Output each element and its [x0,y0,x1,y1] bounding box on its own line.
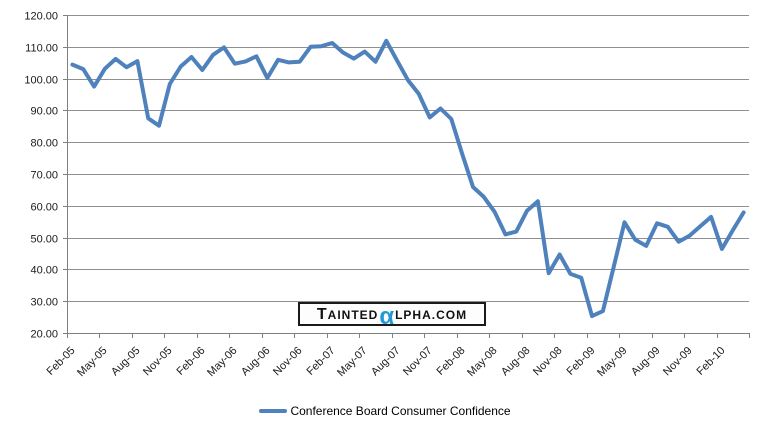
y-axis-label: 30.00 [30,297,58,309]
x-axis-label: Feb-07 [304,345,337,378]
watermark-text: AINTED [327,307,379,322]
x-axis-label: Aug-06 [239,345,273,379]
x-axis-label: Feb-10 [694,345,727,378]
y-axis-label: 110.00 [25,43,58,55]
legend: Conference Board Consumer Confidence [0,404,770,418]
alpha-glyph: α [379,302,395,330]
legend-label: Conference Board Consumer Confidence [290,404,511,418]
x-axis-label: Nov-06 [271,345,305,379]
x-axis-label: Aug-05 [109,345,143,379]
x-axis-label: May-07 [335,345,369,379]
watermark-text: .COM [431,307,468,322]
watermark-text: T [316,305,328,323]
y-axis-label: 50.00 [30,234,58,246]
x-axis-label: May-06 [205,345,239,379]
x-axis-label: Feb-05 [44,345,77,378]
y-axis-label: 40.00 [30,265,58,277]
x-axis-label: Nov-07 [401,345,435,379]
x-axis-label: May-09 [595,345,629,379]
x-axis-label: Nov-08 [531,345,565,379]
y-axis-label: 90.00 [30,106,58,118]
watermark-text: LPHA [395,307,432,322]
y-axis-label: 120.00 [24,11,58,23]
y-axis-label: 80.00 [30,138,58,150]
series-line [70,38,746,319]
y-axis-label: 20.00 [30,329,58,341]
watermark-taintedalpha: T AINTED α LPHA .COM [298,302,486,330]
y-axis-label: 100.00 [24,75,58,87]
x-axis-label: Feb-08 [434,345,467,378]
y-axis-label: 70.00 [30,170,58,182]
x-axis-label: Nov-05 [141,345,175,379]
x-axis-label: May-05 [75,345,109,379]
y-axis-label: 60.00 [30,202,58,214]
x-axis-label: Feb-06 [174,345,207,378]
x-axis-label: Aug-08 [499,345,533,379]
x-axis-label: Feb-09 [564,345,597,378]
x-axis-label: May-08 [465,345,499,379]
x-axis-label: Aug-07 [369,345,403,379]
x-axis-label: Aug-09 [629,345,663,379]
legend-line-sample [259,409,288,413]
x-axis-label: Nov-09 [661,345,695,379]
